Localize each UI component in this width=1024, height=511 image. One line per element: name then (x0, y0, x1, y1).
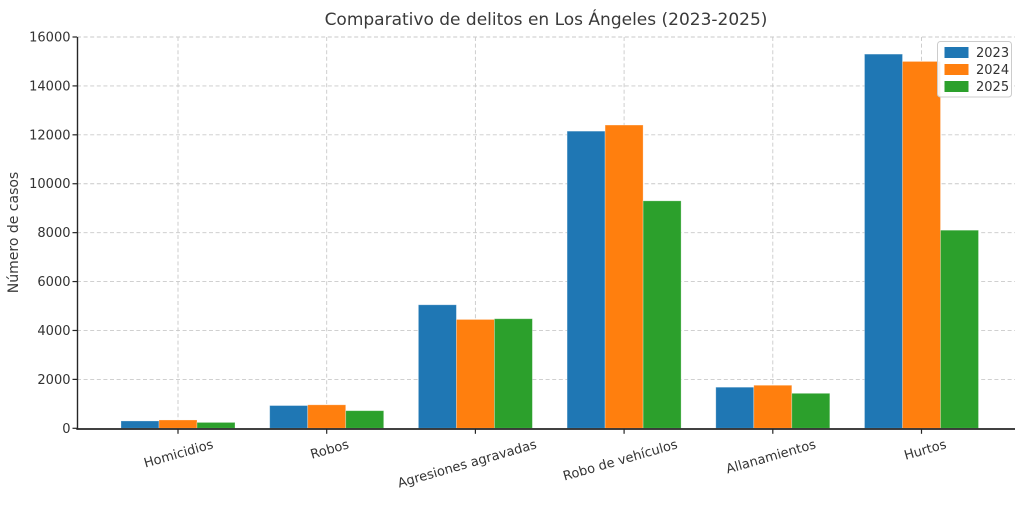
legend-swatch-2024 (944, 64, 969, 75)
y-tick-label-2000: 2000 (37, 373, 70, 388)
bar-2025-robos (345, 410, 385, 429)
bar-2024-robo-de-vehiculos (604, 124, 644, 429)
y-axis-tick-labels: 0 2000 4000 6000 8000 10000 12000 14000 16000 (29, 31, 70, 437)
bar-2023-agresiones-agravadas (417, 304, 457, 429)
bar-2023-homicidios (120, 420, 160, 429)
bar-2024-agresiones-agravadas (455, 319, 495, 429)
y-axis-label: Número de casos (6, 172, 22, 293)
bar-2024-homicidios (158, 419, 198, 429)
bars (120, 53, 979, 429)
x-axis-tick-labels: Homicidios Robos Agresiones agravadas Robo … (142, 437, 948, 491)
y-tick-label-16000: 16000 (29, 31, 70, 46)
y-tick-label-4000: 4000 (37, 324, 70, 339)
bar-2024-hurtos (902, 61, 941, 429)
axes (72, 36, 1015, 434)
y-tick-label-0: 0 (62, 422, 70, 437)
y-tick-label-12000: 12000 (29, 128, 70, 143)
legend: 2023 2024 2025 (937, 41, 1012, 98)
x-tick-label-homicidios: Homicidios (142, 437, 215, 471)
x-tick-label-robo-de-vehiculos: Robo de vehículos (561, 437, 679, 484)
bar-2023-hurtos (864, 53, 903, 429)
chart-title: Comparativo de delitos en Los Ángeles (2… (325, 8, 768, 30)
bar-2024-allanamientos (753, 384, 793, 429)
bar-2023-robos (269, 405, 309, 429)
legend-swatch-2025 (944, 81, 969, 92)
bar-2023-robo-de-vehiculos (566, 130, 606, 429)
y-tick-label-10000: 10000 (29, 177, 70, 192)
y-tick-label-6000: 6000 (37, 275, 70, 290)
y-tick-label-8000: 8000 (37, 226, 70, 241)
bar-2025-allanamientos (791, 392, 831, 429)
x-tick-label-hurtos: Hurtos (903, 437, 949, 463)
legend-label-2023: 2023 (976, 46, 1009, 61)
bar-2025-robo-de-vehiculos (642, 200, 682, 429)
bar-2025-hurtos (940, 229, 979, 429)
bar-2023-allanamientos (715, 386, 755, 429)
bar-2025-agresiones-agravadas (493, 318, 533, 429)
legend-label-2025: 2025 (976, 80, 1009, 95)
legend-swatch-2023 (944, 47, 969, 58)
x-tick-label-agresiones-agravadas: Agresiones agravadas (396, 437, 539, 491)
y-tick-label-14000: 14000 (29, 79, 70, 94)
bar-2025-homicidios (196, 422, 236, 429)
legend-label-2024: 2024 (976, 63, 1009, 78)
x-tick-label-allanamientos: Allanamientos (725, 437, 818, 477)
x-tick-label-robos: Robos (309, 437, 351, 462)
bar-2024-robos (307, 404, 347, 429)
